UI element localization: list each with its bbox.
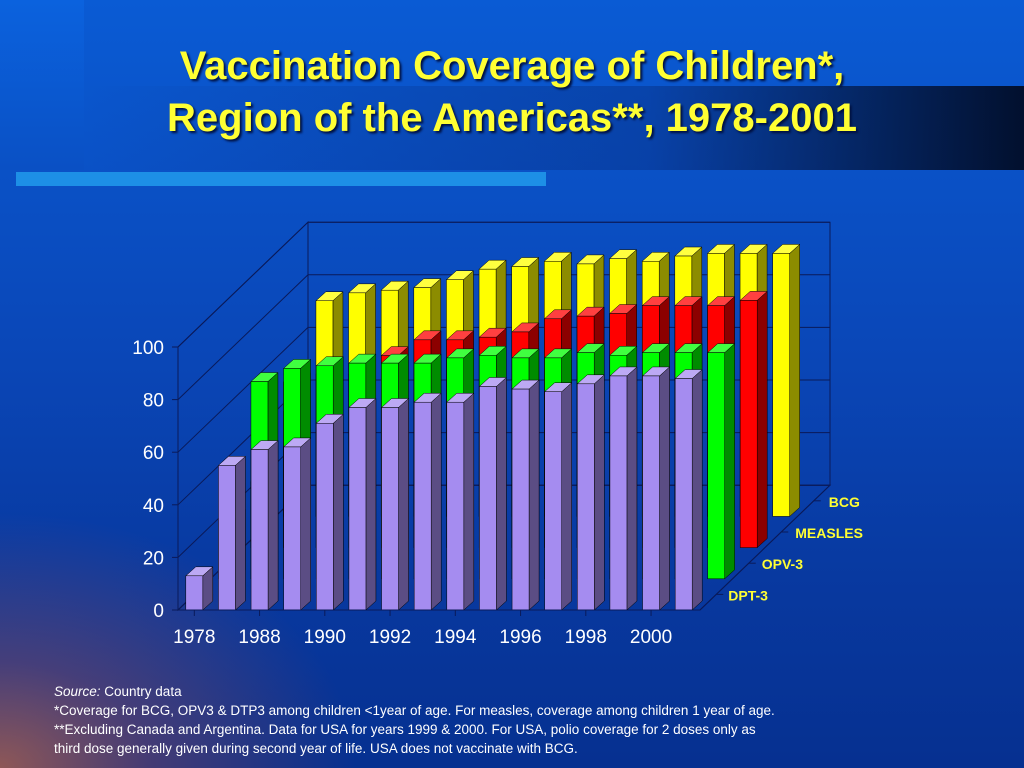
- bar: [772, 253, 790, 517]
- bar: [185, 575, 204, 611]
- bar-side: [365, 397, 377, 611]
- depth-axis: [699, 484, 831, 611]
- series-label: MEASLES: [795, 525, 863, 541]
- bar-side: [300, 437, 311, 611]
- bar: [250, 449, 269, 611]
- bar-side: [594, 374, 605, 611]
- y-tick-label: 60: [143, 443, 164, 464]
- footnote-1: *Coverage for BCG, OPV3 & DTP3 among chi…: [54, 703, 775, 718]
- bar: [316, 423, 334, 611]
- bar: [283, 446, 301, 611]
- y-tick-label: 100: [132, 338, 164, 359]
- gridline: [177, 221, 830, 348]
- x-tick-label: 1988: [238, 627, 280, 648]
- y-tick-label: 0: [153, 601, 164, 622]
- bar: [642, 375, 660, 611]
- bar-side: [333, 413, 344, 611]
- x-tick-label: 1978: [173, 627, 215, 648]
- series-label: OPV-3: [762, 556, 803, 572]
- bar-side: [626, 366, 638, 611]
- bar-side: [496, 376, 507, 611]
- x-tick-label: 1996: [499, 627, 541, 648]
- bar: [479, 386, 497, 611]
- source-text: Country data: [100, 684, 182, 699]
- bar: [739, 300, 758, 548]
- x-tick-label: 2000: [630, 627, 672, 648]
- bar-side: [398, 397, 409, 611]
- bar: [348, 407, 367, 611]
- accent-line: [16, 172, 546, 186]
- y-tick-label: 20: [143, 548, 164, 569]
- bar: [381, 407, 399, 611]
- bar: [511, 388, 530, 611]
- title-line-1: Vaccination Coverage of Children*,: [179, 44, 845, 88]
- title-band: [84, 86, 1024, 170]
- y-tick-label: 40: [143, 496, 164, 517]
- series-label: DPT-3: [728, 587, 768, 603]
- bar: [577, 383, 595, 611]
- x-tick-label: 1998: [565, 627, 607, 648]
- series-label: BCG: [829, 494, 860, 510]
- source-line: Source: Country data: [54, 682, 1014, 701]
- title-line-2: Region of the Americas**, 1978-2001: [167, 96, 857, 140]
- decor-block: [0, 0, 84, 170]
- footnote-3: third dose generally given during second…: [54, 741, 578, 756]
- footnotes: Source: Country data *Coverage for BCG, …: [54, 682, 1014, 758]
- bar: [446, 401, 465, 611]
- bar-side: [463, 392, 475, 611]
- bar-side: [561, 382, 572, 611]
- footnote-2: **Excluding Canada and Argentina. Data f…: [54, 722, 756, 737]
- coverage-chart: 0 20 40 60 80 100 1978 1988 1990 1992 1994 1996 1998…: [132, 221, 863, 648]
- bar-side: [430, 392, 442, 611]
- bar-side: [724, 343, 735, 580]
- bar: [413, 401, 432, 611]
- bar-side: [235, 455, 246, 611]
- bar-side: [691, 368, 703, 611]
- bar-side: [789, 243, 800, 517]
- slide-title: Vaccination Coverage of Children*, Regio…: [0, 40, 1024, 144]
- bar: [218, 465, 236, 611]
- bar: [609, 375, 628, 611]
- bar: [707, 352, 725, 580]
- source-label: Source:: [54, 684, 101, 699]
- x-tick-label: 1990: [304, 627, 346, 648]
- x-tick-label: 1994: [434, 627, 477, 648]
- bar: [674, 378, 693, 611]
- bar-side: [267, 440, 279, 611]
- bar-side: [756, 290, 768, 549]
- bar-side: [528, 379, 540, 611]
- bar: [544, 391, 562, 611]
- x-tick-label: 1992: [369, 627, 411, 648]
- bar-side: [659, 366, 670, 611]
- y-tick-label: 80: [143, 391, 164, 412]
